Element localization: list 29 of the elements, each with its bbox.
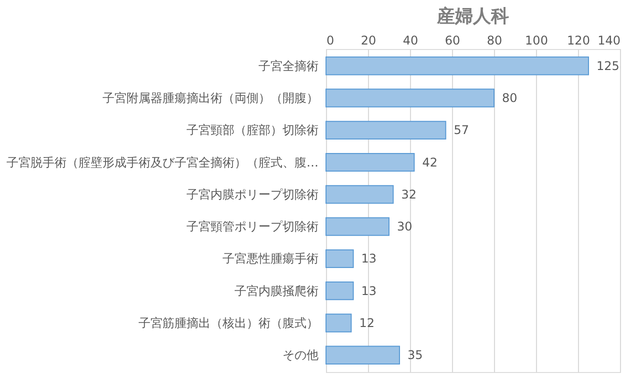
chart-title: 産婦人科 <box>436 6 509 27</box>
x-tick-label: 80 <box>486 34 502 48</box>
data-label: 13 <box>361 252 377 266</box>
data-label: 12 <box>359 316 374 330</box>
x-tick-label: 120 <box>567 34 590 48</box>
x-tick-label: 100 <box>525 34 548 48</box>
x-tick-label: 0 <box>326 34 334 48</box>
y-tick-label: 子宮頸部（腟部）切除術 <box>186 123 318 138</box>
x-tick-label: 20 <box>360 34 376 48</box>
x-tick-label: 60 <box>444 34 460 48</box>
data-label: 57 <box>454 123 469 138</box>
y-tick-label: 子宮内膜掻爬術 <box>234 284 318 298</box>
y-tick-label: その他 <box>282 348 318 362</box>
data-label: 32 <box>401 187 416 202</box>
data-label: 42 <box>422 155 438 170</box>
x-tick-label: 40 <box>402 34 418 48</box>
data-label: 125 <box>596 58 620 73</box>
data-label: 35 <box>408 348 423 362</box>
data-label: 30 <box>397 220 412 234</box>
data-label: 80 <box>502 91 518 106</box>
x-tick-label: 140 <box>598 34 620 48</box>
y-tick-label: 子宮脱手術（腟壁形成手術及び子宮全摘術）（腟式、腹… <box>6 155 318 170</box>
y-tick-label: 子宮悪性腫瘍手術 <box>222 252 318 266</box>
y-tick-label: 子宮頸管ポリープ切除術 <box>186 220 318 234</box>
y-tick-label: 子宮筋腫摘出（核出）術（腹式） <box>138 316 318 330</box>
y-tick-label: 子宮全摘術 <box>258 58 318 73</box>
y-tick-label: 子宮内膜ポリープ切除術 <box>186 187 318 202</box>
data-label: 13 <box>361 284 377 298</box>
y-tick-label: 子宮附属器腫瘍摘出術（両側）（開腹） <box>102 91 318 106</box>
